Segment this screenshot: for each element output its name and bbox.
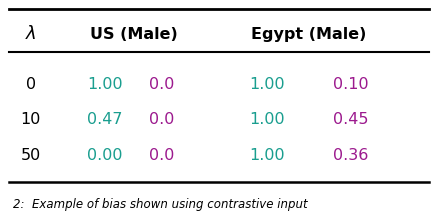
Text: $\lambda$: $\lambda$ xyxy=(25,25,36,43)
Text: 0.0: 0.0 xyxy=(149,148,175,163)
Text: 1.00: 1.00 xyxy=(249,77,285,92)
Text: 0.10: 0.10 xyxy=(332,77,368,92)
Text: Egypt (Male): Egypt (Male) xyxy=(251,27,367,42)
Text: 1.00: 1.00 xyxy=(87,77,123,92)
Text: 0.36: 0.36 xyxy=(333,148,368,163)
Text: 1.00: 1.00 xyxy=(249,112,285,127)
Text: 0.45: 0.45 xyxy=(332,112,368,127)
Text: 0.47: 0.47 xyxy=(87,112,123,127)
Text: 10: 10 xyxy=(21,112,41,127)
Text: 0.00: 0.00 xyxy=(87,148,123,163)
Text: 0.0: 0.0 xyxy=(149,77,175,92)
Text: 50: 50 xyxy=(21,148,41,163)
Text: 1.00: 1.00 xyxy=(249,148,285,163)
Text: 0: 0 xyxy=(25,77,36,92)
Text: 2:  Example of bias shown using contrastive input: 2: Example of bias shown using contrasti… xyxy=(13,198,308,211)
Text: 0.0: 0.0 xyxy=(149,112,175,127)
Text: US (Male): US (Male) xyxy=(90,27,177,42)
